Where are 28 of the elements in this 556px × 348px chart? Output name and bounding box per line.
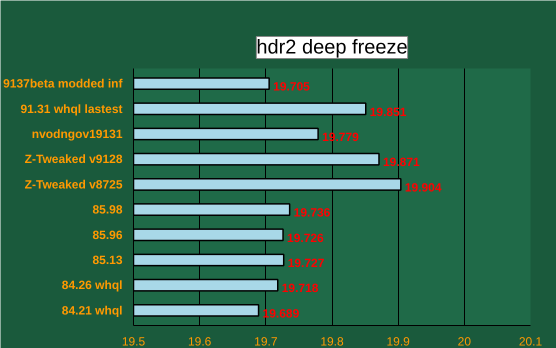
y-tick-label: 84.26 whql	[62, 278, 123, 292]
data-label: 19.871	[382, 155, 420, 170]
y-tick-label: 85.98	[92, 202, 123, 217]
x-tick-label: 19.8	[320, 334, 344, 348]
y-tick-label: 85.13	[92, 252, 123, 267]
data-label: 19.779	[322, 130, 360, 144]
data-label: 19.736	[294, 206, 331, 220]
y-tick-label: 85.96	[92, 228, 123, 242]
x-tick-label: 19.5	[122, 334, 146, 348]
y-tick-label: Z-Tweaked v8725	[24, 177, 123, 192]
data-label: 19.904	[404, 180, 442, 194]
y-tick-label: Z-Tweaked v9128	[24, 152, 123, 166]
y-tick-label: nvodngov19131	[32, 127, 123, 142]
y-tick-label: 9137beta modded inf	[3, 76, 124, 91]
data-label: 19.727	[288, 256, 325, 270]
chart-title: hdr2 deep freeze	[256, 36, 408, 58]
data-label: 19.689	[262, 306, 300, 320]
data-label: 19.726	[287, 230, 324, 245]
y-tick-label: 84.21 whql	[62, 303, 123, 318]
x-tick-label: 19.6	[188, 334, 212, 348]
data-label: 19.705	[273, 80, 310, 94]
x-tick-label: 19.7	[254, 334, 278, 348]
data-label: 19.851	[370, 104, 407, 119]
y-tick-label: 91.31 whql lastest	[20, 102, 123, 116]
x-tick-label: 20	[458, 334, 472, 348]
x-tick-label: 19.9	[386, 334, 410, 348]
x-tick-label: 20.1	[518, 334, 543, 348]
data-label: 19.718	[282, 281, 319, 296]
